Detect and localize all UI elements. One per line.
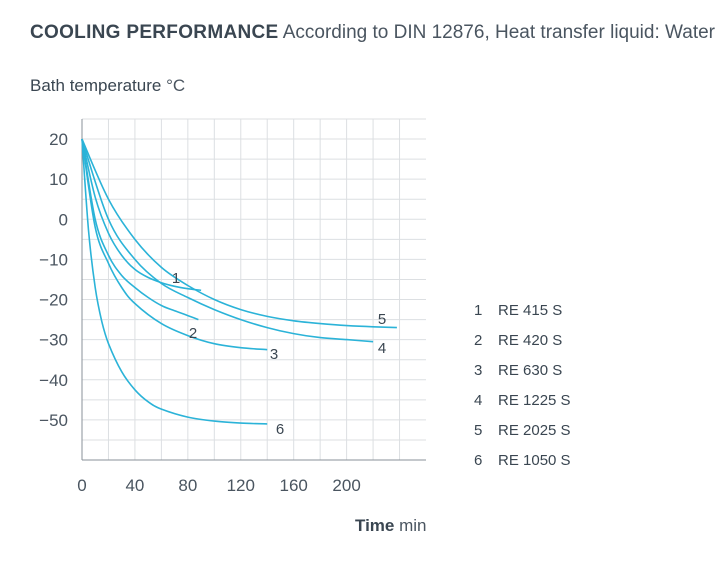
x-tick-label: 40 [125,476,144,495]
series-label-3: 3 [270,346,278,363]
series-line-4 [81,138,374,343]
x-tick-label: 160 [280,476,308,495]
x-tick-label: 80 [178,476,197,495]
legend-number: 2 [474,332,483,349]
x-tick-label: 200 [332,476,360,495]
axes [81,119,426,461]
x-axis-unit: min [399,516,427,535]
y-tick-label: −10 [39,250,68,269]
series-labels: 1 2 3 4 5 6 [172,270,386,438]
x-axis-label: Time min [355,516,427,536]
chart-title-bold: COOLING PERFORMANCE [30,22,279,43]
series-label-5: 5 [378,311,386,328]
series-label-4: 4 [378,340,386,357]
series-label-1: 1 [172,270,180,287]
legend-item-2: 2 RE 420 S [474,330,571,360]
series-line-5 [81,138,397,329]
chart-title: COOLING PERFORMANCE According to DIN 128… [30,22,715,44]
legend-item-6: 6 RE 1050 S [474,450,571,480]
legend-item-5: 5 RE 2025 S [474,420,571,450]
chart-title-subtitle: According to DIN 12876, Heat transfer li… [282,22,715,43]
legend-item-4: 4 RE 1225 S [474,390,571,420]
grid [82,118,426,460]
legend-name: RE 1225 S [498,392,571,409]
series-lines [81,138,397,425]
legend-name: RE 630 S [498,362,563,379]
legend-item-1: 1 RE 415 S [474,300,571,330]
legend-item-3: 3 RE 630 S [474,360,571,390]
x-axis-label-text: Time [355,516,395,535]
y-tick-label: 10 [49,170,68,189]
legend-number: 5 [474,422,483,439]
y-axis-label-text: Bath temperature [30,76,162,95]
y-tick-label: 0 [59,210,68,229]
legend: 1 RE 415 S 2 RE 420 S 3 RE 630 S 4 RE 1225 S 5 RE… [474,300,571,480]
series-line-3 [81,138,268,351]
series-line-2 [81,138,199,321]
y-axis-unit: °C [166,76,186,95]
legend-name: RE 420 S [498,332,563,349]
y-tick-label: 20 [49,130,68,149]
legend-number: 6 [474,452,483,469]
legend-name: RE 415 S [498,302,563,319]
series-line-1 [81,138,202,292]
y-tick-labels: 20 10 0 −10 −20 −30 −40 −50 [39,130,68,430]
series-line-6 [81,139,268,425]
y-tick-label: −20 [39,291,68,310]
y-tick-label: −50 [39,411,68,430]
series-label-6: 6 [276,421,284,438]
legend-number: 4 [474,392,483,409]
legend-name: RE 2025 S [498,422,571,439]
legend-number: 3 [474,362,483,379]
x-tick-labels: 0 40 80 120 160 200 [77,476,361,495]
y-tick-label: −40 [39,371,68,390]
x-tick-label: 0 [77,476,86,495]
x-tick-label: 120 [227,476,255,495]
series-label-2: 2 [189,325,197,342]
legend-number: 1 [474,302,483,319]
y-axis-label: Bath temperature °C [30,76,185,96]
y-tick-label: −30 [39,331,68,350]
legend-name: RE 1050 S [498,452,571,469]
